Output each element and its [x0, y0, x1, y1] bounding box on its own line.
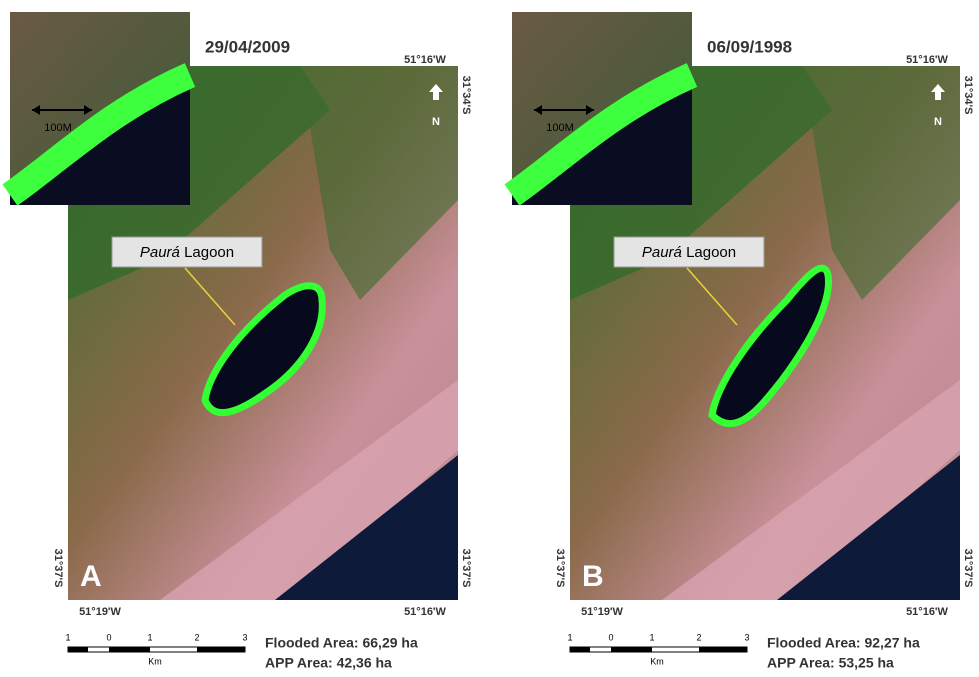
date: 06/09/1998	[707, 37, 792, 56]
lon-bottom-left: 51°19'W	[79, 606, 121, 618]
lon-top: 51°16'W	[906, 54, 948, 66]
scale-tick-label: 1	[567, 632, 572, 642]
scale-unit: Km	[650, 656, 664, 666]
lagoon-suffix: Lagoon	[184, 244, 234, 261]
lagoon-suffix: Lagoon	[686, 244, 736, 261]
scale-tick-label: 2	[194, 632, 199, 642]
scale-tick-label: 0	[106, 632, 111, 642]
app-area: APP Area: 42,36 ha	[265, 655, 392, 671]
scale-segment	[109, 647, 150, 652]
lat-bottom-left: 31°37'S	[52, 549, 64, 588]
scale-segment	[699, 647, 747, 652]
inset-scale-label: 100M	[546, 122, 574, 134]
scale-unit: Km	[148, 656, 162, 666]
lagoon-label: Paurá Lagoon	[642, 244, 736, 261]
north-label: N	[934, 116, 942, 128]
flooded-area: Flooded Area: 92,27 ha	[767, 635, 920, 651]
scale-tick-label: 3	[744, 632, 749, 642]
lon-bottom-right: 51°16'W	[906, 606, 948, 618]
panel-letter: A	[80, 560, 102, 593]
lat-top-right: 31°34'S	[460, 76, 472, 115]
scale-segment	[197, 647, 245, 652]
scale-tick-label: 2	[696, 632, 701, 642]
north-label: N	[432, 116, 440, 128]
panel: 100M N Paurá Lagoon 06/09/1998 51°16'W 31°34'…	[512, 12, 974, 671]
lon-bottom-left: 51°19'W	[581, 606, 623, 618]
scale-segment	[68, 647, 88, 652]
lon-top: 51°16'W	[404, 54, 446, 66]
panel: 100M N Paurá Lagoon 29/04/2009 51°16'W 31°34'…	[10, 12, 472, 671]
date: 29/04/2009	[205, 37, 290, 56]
app-area: APP Area: 53,25 ha	[767, 655, 894, 671]
figure: 100M N Paurá Lagoon 29/04/2009 51°16'W 31°34'…	[0, 0, 979, 677]
scale-tick-label: 1	[147, 632, 152, 642]
scale-tick-label: 1	[65, 632, 70, 642]
lagoon-name: Paurá	[642, 244, 682, 261]
lagoon-name: Paurá	[140, 244, 180, 261]
lat-bottom-right: 31°37'S	[962, 549, 974, 588]
scale-tick-label: 1	[649, 632, 654, 642]
lon-bottom-right: 51°16'W	[404, 606, 446, 618]
lagoon-label: Paurá Lagoon	[140, 244, 234, 261]
inset-scale-label: 100M	[44, 122, 72, 134]
scale-tick-label: 0	[608, 632, 613, 642]
lat-bottom-right: 31°37'S	[460, 549, 472, 588]
scale-tick-label: 3	[242, 632, 247, 642]
panel-letter: B	[582, 560, 604, 593]
scale-segment	[611, 647, 652, 652]
flooded-area: Flooded Area: 66,29 ha	[265, 635, 418, 651]
scale-segment	[570, 647, 590, 652]
lat-top-right: 31°34'S	[962, 76, 974, 115]
lat-bottom-left: 31°37'S	[554, 549, 566, 588]
